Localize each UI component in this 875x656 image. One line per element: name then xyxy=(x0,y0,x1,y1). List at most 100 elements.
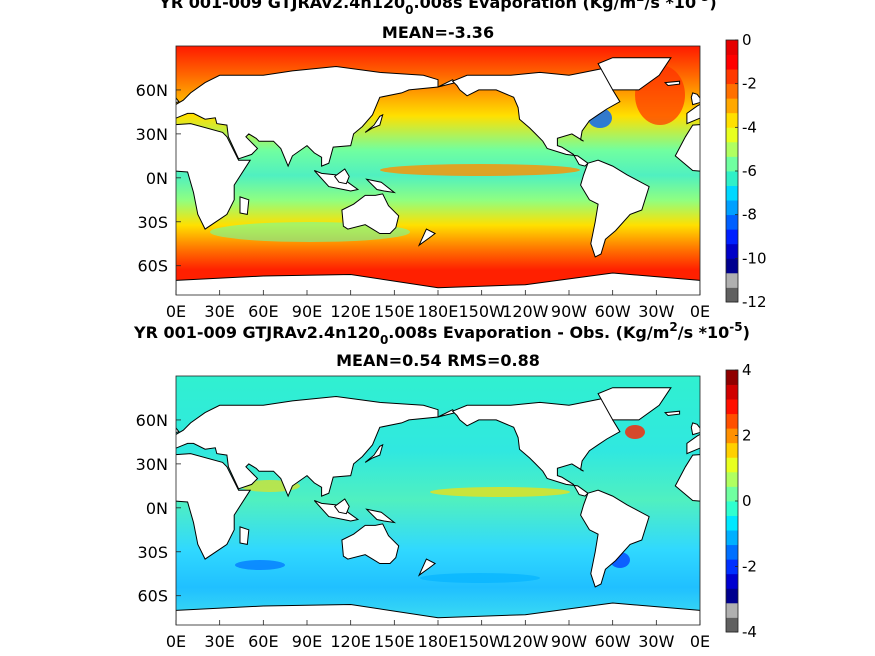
land-borneo xyxy=(333,498,350,515)
land-africa xyxy=(674,124,700,172)
x-tick-label: 150E xyxy=(374,632,415,651)
x-tick-label: 0E xyxy=(690,302,710,321)
y-tick-label: 30S xyxy=(137,213,168,232)
panel1-subtitle: MEAN=-3.36 xyxy=(382,23,494,42)
land-iceland xyxy=(663,410,681,417)
land-africa xyxy=(176,453,252,560)
land-japan xyxy=(364,113,384,133)
colorbar-swatch xyxy=(726,384,738,400)
land-samerica xyxy=(580,489,650,588)
land-uk xyxy=(690,92,700,106)
land-africa xyxy=(674,454,700,502)
colorbar-tick-label: -4 xyxy=(742,623,757,641)
colorbar-swatch xyxy=(726,69,738,85)
colorbar-swatch xyxy=(726,112,738,128)
panel-evaporation: YR 001-009 GTJRAv2.4n1200.008s Evaporati… xyxy=(136,0,875,321)
x-tick-label: 150W xyxy=(458,632,505,651)
land-borneo xyxy=(859,169,874,184)
land-uk xyxy=(176,427,180,434)
x-tick-label: 90W xyxy=(551,632,587,651)
panel1-equatorial-band xyxy=(380,164,580,176)
land-madagascar xyxy=(239,196,250,215)
panel1-title: YR 001-009 GTJRAv2.4n1200.008s Evaporati… xyxy=(158,0,716,17)
x-tick-label: 150E xyxy=(374,302,415,321)
colorbar-swatch xyxy=(726,573,738,589)
colorbar-swatch xyxy=(726,287,738,303)
colorbar-swatch xyxy=(726,141,738,157)
x-tick-label: 30E xyxy=(204,632,234,651)
colorbar-tick-label: 4 xyxy=(742,361,752,379)
land-indonesia xyxy=(838,171,875,192)
land-indonesia xyxy=(313,170,360,192)
y-tick-label: 30S xyxy=(137,543,168,562)
panel1-colorbar: 0 -2 -4 -6 -8 -10 -12 xyxy=(725,31,767,311)
colorbar-swatch xyxy=(726,243,738,259)
colorbar-swatch xyxy=(726,200,738,216)
land-iceland xyxy=(663,80,681,87)
land-africa xyxy=(176,123,252,230)
colorbar-swatch xyxy=(726,559,738,575)
x-tick-label: 120W xyxy=(502,302,549,321)
colorbar-swatch xyxy=(726,457,738,473)
colorbar-tick-label: 2 xyxy=(742,427,752,445)
land-nz xyxy=(417,558,437,577)
colorbar-tick-label: -10 xyxy=(742,249,767,267)
colorbar-tick-label: -12 xyxy=(742,293,767,311)
x-tick-label: 60W xyxy=(595,302,631,321)
colorbar-swatch xyxy=(726,54,738,70)
colorbar-swatch xyxy=(726,544,738,560)
colorbar-swatch xyxy=(726,127,738,143)
colorbar-swatch xyxy=(726,471,738,487)
land-borneo xyxy=(333,168,350,185)
land-antarctica xyxy=(176,602,700,625)
land-nz xyxy=(417,228,437,247)
y-tick-label: 60N xyxy=(136,81,168,100)
land-madagascar xyxy=(239,526,250,545)
land-madagascar xyxy=(764,527,773,545)
colorbar-swatch xyxy=(726,214,738,230)
colorbar-swatch xyxy=(726,98,738,114)
colorbar-tick-label: -4 xyxy=(742,118,757,136)
land-greenland xyxy=(597,387,672,421)
x-tick-label: 120E xyxy=(330,632,371,651)
panel1-land xyxy=(176,57,875,295)
land-australia xyxy=(341,523,400,564)
colorbar-swatch xyxy=(726,413,738,429)
colorbar-tick-label: -2 xyxy=(742,75,757,93)
colorbar-tick-label: -2 xyxy=(742,558,757,576)
panel2-subtitle: MEAN=0.54 RMS=0.88 xyxy=(336,351,540,370)
land-eurasia xyxy=(686,433,700,455)
colorbar-swatch xyxy=(726,258,738,274)
land-indonesia xyxy=(838,501,875,522)
x-tick-label: 30W xyxy=(638,302,674,321)
x-tick-label: 60W xyxy=(595,632,631,651)
panel-evaporation-minus-obs: YR 001-009 GTJRAv2.4n1200.008s Evaporati… xyxy=(133,320,875,651)
y-tick-label: 30N xyxy=(136,455,168,474)
colorbar-swatch xyxy=(726,602,738,618)
x-tick-label: 180E xyxy=(418,632,459,651)
colorbar-swatch xyxy=(726,442,738,458)
land-uk xyxy=(176,97,180,104)
x-tick-label: 0E xyxy=(690,632,710,651)
x-tick-label: 0E xyxy=(166,632,186,651)
y-tick-label: 30N xyxy=(136,125,168,144)
panel1-yticks: 60N 30N 0N 30S 60S xyxy=(136,81,181,276)
land-newguinea xyxy=(365,178,397,194)
colorbar-swatch xyxy=(726,486,738,502)
colorbar-swatch xyxy=(726,171,738,186)
colorbar-tick-label: -6 xyxy=(742,162,757,180)
panel2-title: YR 001-009 GTJRAv2.4n1200.008s Evaporati… xyxy=(133,320,750,347)
x-tick-label: 30W xyxy=(638,632,674,651)
colorbar-swatch xyxy=(726,156,738,172)
land-indonesia xyxy=(313,500,360,522)
colorbar-swatch xyxy=(726,617,738,633)
land-japan xyxy=(364,443,384,463)
land-australia xyxy=(866,524,875,564)
x-tick-label: 180E xyxy=(418,302,459,321)
land-australia xyxy=(866,194,875,234)
colorbar-swatch xyxy=(726,501,738,516)
y-tick-label: 60S xyxy=(137,257,168,276)
x-tick-label: 0E xyxy=(166,302,186,321)
colorbar-swatch xyxy=(726,40,738,55)
